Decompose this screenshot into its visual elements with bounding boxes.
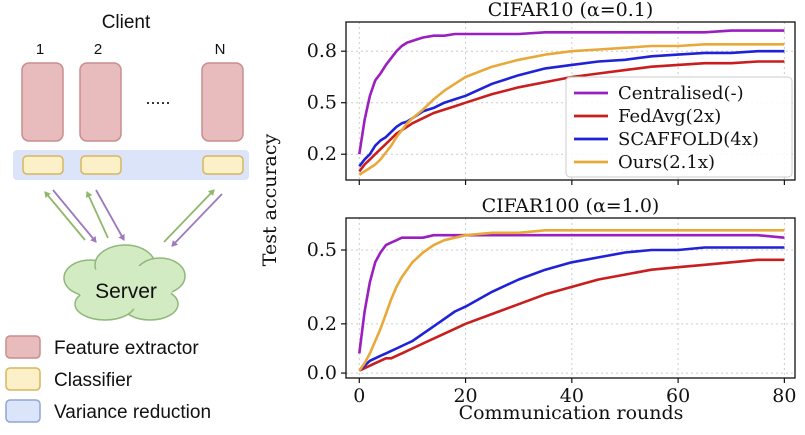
y-tick-label-2: 0.5 <box>307 239 337 261</box>
y-tick-label-1: 0.5 <box>307 92 337 114</box>
upload-arrow-n <box>163 189 215 243</box>
legend-swatch-variance-reduction <box>5 399 41 423</box>
plot-frame <box>345 217 796 379</box>
y-tick-label-2: 0.8 <box>307 40 337 62</box>
feature-extractor-client-n <box>201 62 244 142</box>
feature-extractor-client-2 <box>79 62 122 142</box>
chart-cifar10: 0.2 0.5 0.8 CIFAR10 (α=0.1) Centralised(-)Fe… <box>307 0 796 185</box>
series-line-ours-2-1x- <box>358 43 785 176</box>
legend-swatch-classifier <box>5 367 41 391</box>
upload-arrow-2 <box>85 191 109 239</box>
series-line-scaffold-4x- <box>358 246 785 372</box>
classifier-client-2 <box>80 155 122 175</box>
series-line-centralised- <box>358 233 785 354</box>
chart-title: CIFAR10 (α=0.1) <box>488 0 654 21</box>
x-axis-label: Communication rounds <box>459 402 684 424</box>
legend-label-ours-2-1x-: Ours(2.1x) <box>618 152 715 173</box>
y-tick-label-0: 0.2 <box>307 143 337 165</box>
x-tick-label-1: 20 <box>453 385 477 407</box>
client-label-2: 2 <box>94 41 102 58</box>
chart-title: CIFAR100 (α=1.0) <box>482 195 660 217</box>
variance-reduction-band <box>13 150 249 180</box>
server-label: Server <box>95 280 157 303</box>
client-label-1: 1 <box>36 41 44 58</box>
legend-label-variance-reduction: Variance reduction <box>54 402 211 423</box>
legend-swatch-feature-extractor <box>5 335 41 359</box>
legend-label-feature-extractor: Feature extractor <box>54 338 199 359</box>
x-tick-label-0: 0 <box>353 385 365 407</box>
y-tick-label-0: 0.0 <box>307 362 337 384</box>
legend-label-centralised-: Centralised(-) <box>618 83 744 104</box>
plot-frame <box>345 21 796 181</box>
y-tick-label-1: 0.2 <box>307 313 337 335</box>
legend-box <box>565 76 793 178</box>
feature-extractor-client-1 <box>21 62 64 142</box>
classifier-client-n <box>202 155 244 175</box>
x-tick-label-3: 60 <box>666 385 690 407</box>
federated-diagram: Client 1 2 N ..... Server Featu <box>5 12 249 423</box>
classifier-client-1 <box>22 155 64 175</box>
server-cloud <box>63 244 186 321</box>
upload-arrow-1 <box>44 191 86 241</box>
x-tick-label-4: 80 <box>772 385 796 407</box>
client-label-n: N <box>215 41 226 58</box>
legend-label-classifier: Classifier <box>54 370 133 391</box>
download-arrow-1 <box>52 189 97 243</box>
series-line-fedavg-2x- <box>358 258 785 372</box>
client-title: Client <box>102 12 151 33</box>
download-arrow-n <box>171 193 223 247</box>
x-tick-label-2: 40 <box>560 385 584 407</box>
series-line-ours-2-1x- <box>358 229 785 372</box>
chart-cifar100: 0 20 40 60 80 0.0 0.2 0.5 CIFAR100 (α=1.0) <box>307 195 797 407</box>
y-axis-label: Test accuracy <box>259 133 281 266</box>
series-line-fedavg-2x- <box>358 60 785 173</box>
download-arrow-2 <box>95 189 125 241</box>
legend-label-fedavg-2x-: FedAvg(2x) <box>618 106 721 127</box>
legend-label-scaffold-4x-: SCAFFOLD(4x) <box>618 129 759 150</box>
series-line-scaffold-4x- <box>358 49 785 168</box>
series-line-centralised- <box>358 29 785 155</box>
client-ellipsis: ..... <box>145 88 170 108</box>
